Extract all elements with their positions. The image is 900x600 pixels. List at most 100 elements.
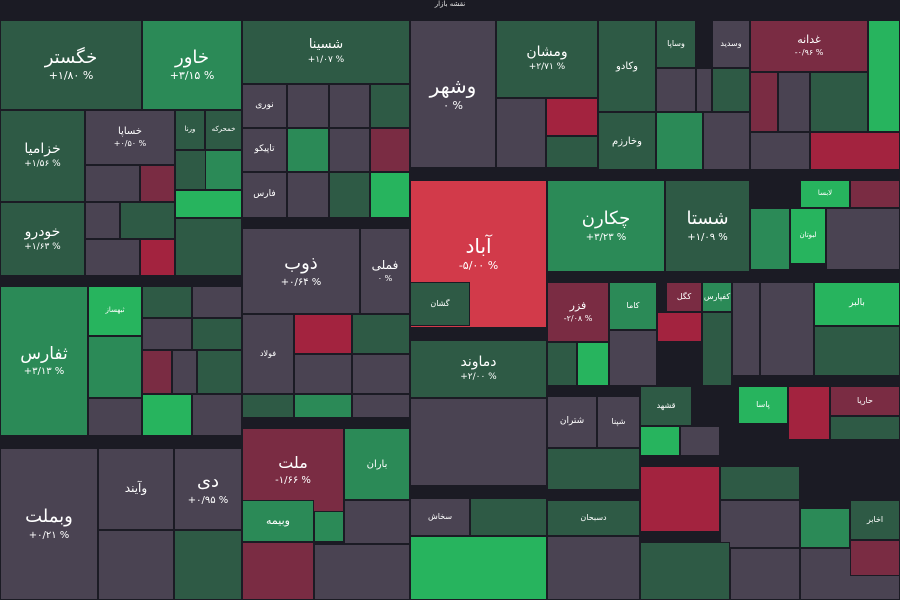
stock-tile[interactable]: بالبر xyxy=(814,282,900,326)
stock-tile[interactable] xyxy=(294,354,352,394)
stock-tile[interactable]: اخابر xyxy=(850,500,900,540)
stock-tile[interactable]: ثبهساز xyxy=(88,286,142,336)
stock-tile[interactable]: باران xyxy=(344,428,410,500)
stock-tile[interactable] xyxy=(242,394,294,418)
stock-tile[interactable] xyxy=(547,536,640,600)
stock-tile[interactable] xyxy=(750,132,810,170)
stock-tile[interactable] xyxy=(720,500,800,548)
stock-tile[interactable] xyxy=(720,466,800,500)
stock-tile[interactable] xyxy=(85,239,140,276)
stock-tile[interactable] xyxy=(88,336,142,398)
stock-tile[interactable]: دسبحان xyxy=(547,500,640,536)
stock-tile[interactable] xyxy=(370,128,410,172)
stock-tile[interactable] xyxy=(294,394,352,418)
stock-tile[interactable]: خگستر +۱/۸۰ % xyxy=(0,20,142,110)
stock-tile[interactable] xyxy=(287,84,329,128)
stock-tile[interactable]: خمحرکه xyxy=(205,110,242,150)
stock-tile[interactable]: ملت -۱/۶۶ % xyxy=(242,428,344,512)
stock-tile[interactable] xyxy=(287,172,329,218)
stock-tile[interactable] xyxy=(85,202,120,239)
stock-tile[interactable] xyxy=(750,208,790,270)
stock-tile[interactable] xyxy=(329,128,370,172)
stock-tile[interactable] xyxy=(657,312,702,342)
stock-tile[interactable] xyxy=(410,398,547,486)
stock-tile[interactable]: پاسا xyxy=(738,386,788,424)
stock-tile[interactable]: نوری xyxy=(242,84,287,128)
stock-tile[interactable]: کگل xyxy=(666,282,702,312)
stock-tile[interactable]: گشان xyxy=(410,282,470,326)
stock-tile[interactable] xyxy=(696,68,712,112)
stock-tile[interactable] xyxy=(850,540,900,576)
stock-tile[interactable] xyxy=(370,172,410,218)
stock-tile[interactable] xyxy=(680,426,720,456)
stock-tile[interactable] xyxy=(370,84,410,128)
stock-tile[interactable] xyxy=(120,202,175,239)
stock-tile[interactable] xyxy=(826,208,900,270)
stock-tile[interactable] xyxy=(175,190,242,218)
stock-tile[interactable] xyxy=(656,112,703,170)
stock-tile[interactable] xyxy=(800,508,850,548)
stock-tile[interactable] xyxy=(703,112,750,170)
stock-tile[interactable] xyxy=(640,426,680,456)
stock-tile[interactable]: وآیند xyxy=(98,448,174,530)
stock-tile[interactable] xyxy=(788,386,830,440)
stock-tile[interactable] xyxy=(702,312,732,386)
stock-tile[interactable] xyxy=(174,530,242,600)
stock-tile[interactable]: فارس xyxy=(242,172,287,218)
stock-tile[interactable] xyxy=(547,448,640,490)
stock-tile[interactable]: وشهر ۰ % xyxy=(410,20,496,168)
stock-tile[interactable] xyxy=(577,342,609,386)
stock-tile[interactable]: خاور +۳/۱۵ % xyxy=(142,20,242,110)
stock-tile[interactable] xyxy=(85,165,140,202)
stock-tile[interactable] xyxy=(814,326,900,376)
stock-tile[interactable] xyxy=(352,394,410,418)
stock-tile[interactable] xyxy=(730,548,800,600)
stock-tile[interactable]: فملی ۰ % xyxy=(360,228,410,314)
stock-tile[interactable]: حاریا xyxy=(830,386,900,416)
stock-tile[interactable] xyxy=(352,354,410,394)
stock-tile[interactable] xyxy=(142,394,192,436)
stock-tile[interactable] xyxy=(732,282,760,376)
stock-tile[interactable] xyxy=(868,20,900,132)
stock-tile[interactable]: فزر -۲/۰۸ % xyxy=(547,282,609,342)
stock-tile[interactable] xyxy=(352,314,410,354)
stock-tile[interactable] xyxy=(496,98,546,168)
stock-tile[interactable]: وسدید xyxy=(712,20,750,68)
stock-tile[interactable]: شتران xyxy=(547,396,597,448)
stock-tile[interactable] xyxy=(344,500,410,544)
stock-tile[interactable]: وبیمه xyxy=(242,500,314,542)
stock-tile[interactable] xyxy=(329,84,370,128)
stock-tile[interactable] xyxy=(712,68,750,112)
stock-tile[interactable] xyxy=(175,218,242,276)
stock-tile[interactable]: تاپیکو xyxy=(242,128,287,172)
stock-tile[interactable] xyxy=(640,466,720,532)
stock-tile[interactable] xyxy=(140,239,175,276)
stock-tile[interactable]: وبملت +۰/۲۱ % xyxy=(0,448,98,600)
stock-tile[interactable] xyxy=(98,530,174,600)
stock-tile[interactable]: ورنا xyxy=(175,110,205,150)
stock-tile[interactable]: کاما xyxy=(609,282,657,330)
stock-tile[interactable] xyxy=(192,286,242,318)
stock-tile[interactable] xyxy=(850,180,900,208)
stock-tile[interactable] xyxy=(197,350,242,394)
stock-tile[interactable] xyxy=(750,72,778,132)
stock-tile[interactable]: لبوتان xyxy=(790,208,826,264)
stock-tile[interactable] xyxy=(287,128,329,172)
stock-tile[interactable] xyxy=(142,350,172,394)
stock-tile[interactable]: غدانه -۰/۹۶ % xyxy=(750,20,868,72)
stock-tile[interactable]: دی +۰/۹۵ % xyxy=(174,448,242,530)
stock-tile[interactable] xyxy=(88,398,142,436)
stock-tile[interactable]: چکارن +۳/۲۳ % xyxy=(547,180,665,272)
stock-tile[interactable]: فولاد xyxy=(242,314,294,394)
stock-tile[interactable] xyxy=(810,72,868,132)
stock-tile[interactable]: سخاش xyxy=(410,498,470,536)
stock-tile[interactable]: وخارزم xyxy=(598,112,656,170)
stock-tile[interactable]: خساپا +۰/۵۰ % xyxy=(85,110,175,165)
stock-tile[interactable]: وکادو xyxy=(598,20,656,112)
stock-tile[interactable] xyxy=(760,282,814,376)
stock-tile[interactable] xyxy=(205,150,242,190)
stock-tile[interactable]: لابسا xyxy=(800,180,850,208)
stock-tile[interactable] xyxy=(778,72,810,132)
stock-tile[interactable]: شستا +۱/۰۹ % xyxy=(665,180,750,272)
stock-tile[interactable] xyxy=(640,542,730,600)
